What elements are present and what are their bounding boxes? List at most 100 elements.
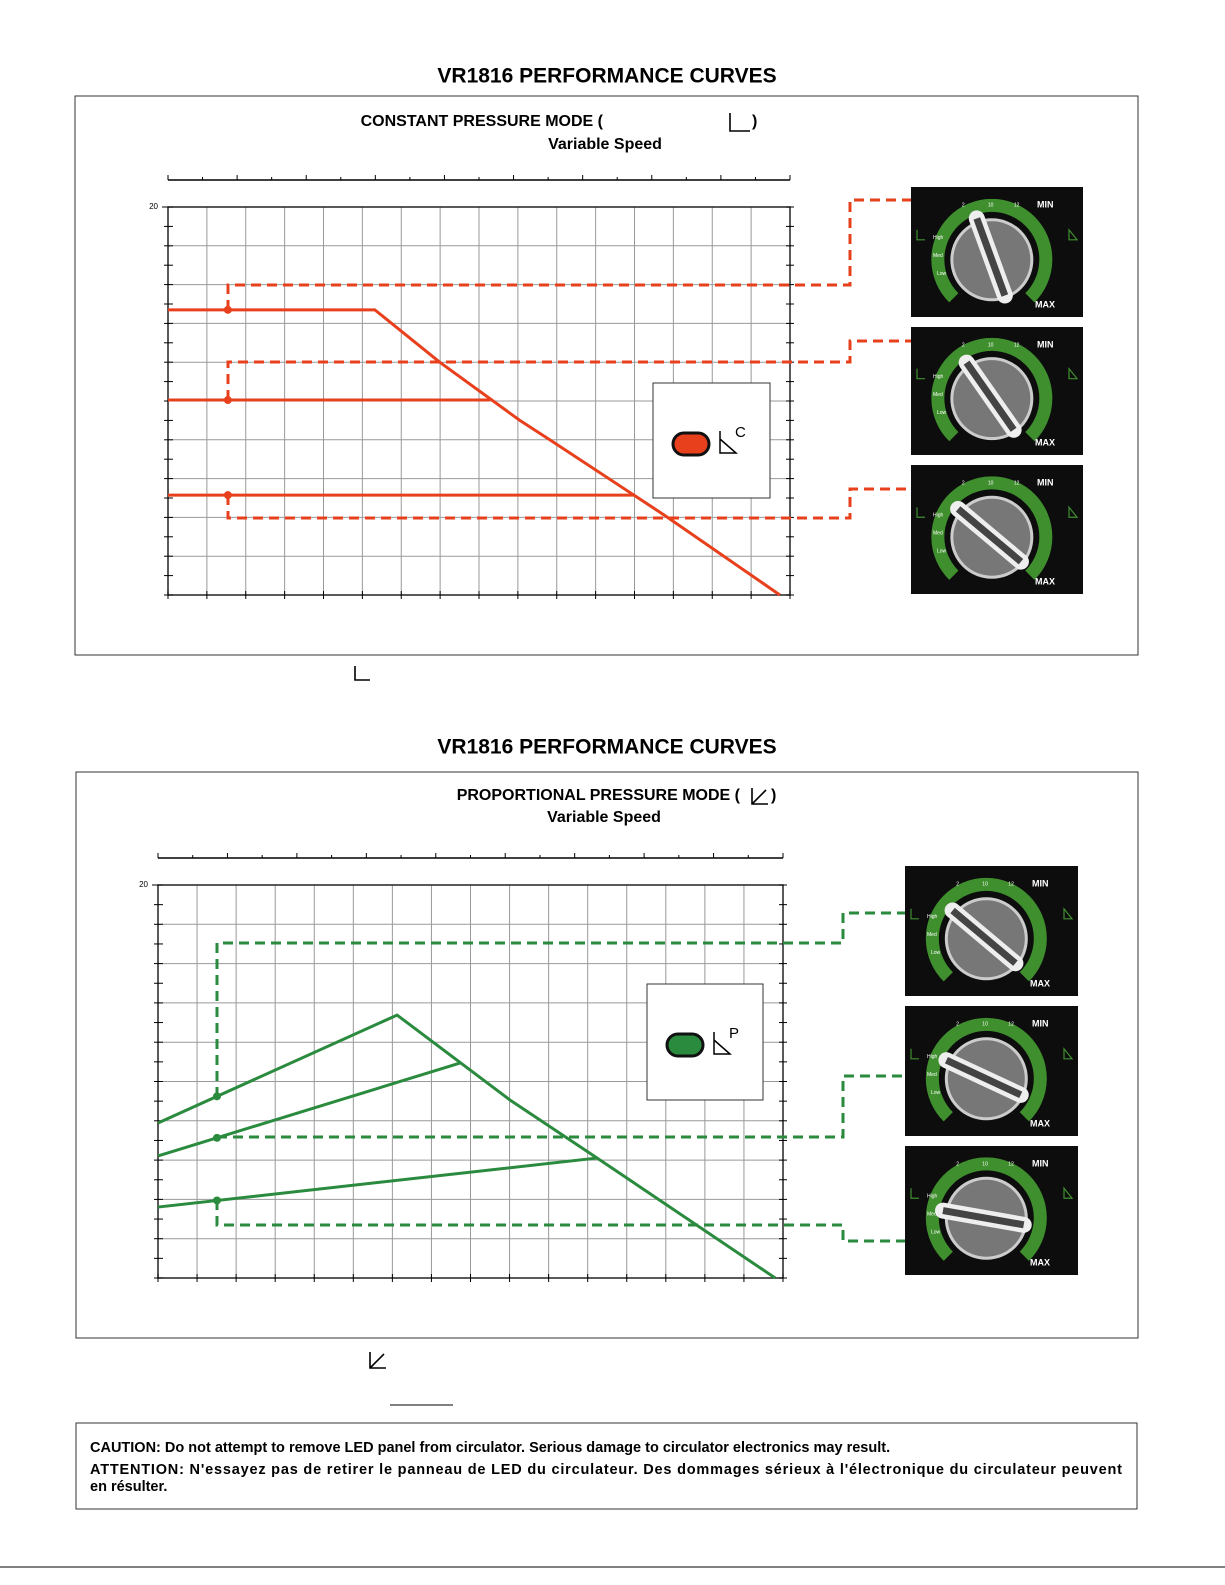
dial-label: 2	[956, 1021, 959, 1027]
dial-label: High	[933, 235, 944, 241]
dial-label: MAX	[1030, 978, 1050, 988]
curve-marker	[212, 1092, 221, 1101]
led-letter: P	[729, 1025, 739, 1042]
dial-label: Med	[927, 932, 937, 938]
leader	[215, 1200, 930, 1243]
leader	[226, 339, 955, 400]
footer-icon	[369, 1352, 386, 1369]
dial-label: 2	[962, 342, 965, 348]
panel	[75, 771, 1139, 1339]
dial-label: High	[927, 1194, 938, 1200]
curve	[157, 1156, 599, 1209]
curve	[168, 308, 781, 597]
leader	[226, 487, 960, 520]
curve-marker	[212, 1196, 221, 1205]
mode-subtitle: Variable Speed	[548, 136, 662, 153]
mode-subtitle: Variable Speed	[547, 809, 661, 826]
dial-label: Med	[933, 253, 943, 259]
curve-marker	[223, 396, 232, 405]
caution-text: en résulter.	[90, 1479, 167, 1495]
dial-icon	[1068, 228, 1079, 241]
dial-pointer-slot	[955, 506, 1024, 565]
dial-icon	[916, 507, 925, 518]
dial-label: 12	[1008, 1021, 1014, 1027]
dial-arc	[925, 1017, 1047, 1122]
curve	[157, 1061, 461, 1158]
dial-label: 10	[988, 342, 994, 348]
dial-pointer-slot	[950, 907, 1018, 966]
curve-marker	[223, 305, 232, 314]
dial-label: MIN	[1037, 199, 1054, 209]
mode-icon	[751, 788, 768, 805]
led	[671, 431, 711, 457]
dial-label: 10	[988, 480, 994, 486]
dial-icon	[916, 368, 925, 380]
dial-label: 10	[982, 1021, 988, 1027]
dial-icon	[1068, 366, 1079, 380]
caution-box	[75, 1422, 1138, 1510]
dial-label: MAX	[1030, 1257, 1050, 1267]
dial-label: Med	[927, 1212, 937, 1218]
dial-pointer-slot	[973, 217, 1009, 297]
dial-label: 12	[1014, 480, 1020, 486]
y-tick-label: 20	[149, 202, 158, 211]
caution-text: ATTENTION: N'essayez pas de retirer le p…	[90, 1462, 1122, 1478]
dial-pointer-slot	[963, 360, 1017, 432]
dial-label: 2	[962, 202, 965, 208]
dial-label: High	[933, 513, 944, 519]
mode-title-end: )	[752, 113, 757, 130]
dial-label: MAX	[1035, 299, 1055, 309]
section-title: VR1816 PERFORMANCE CURVES	[437, 736, 776, 759]
dial-label: Med	[927, 1072, 937, 1078]
dial-icon	[916, 229, 925, 241]
dial-label: MIN	[1032, 1018, 1049, 1028]
dial-label: Low	[937, 549, 947, 555]
y-tick-label: 20	[139, 880, 148, 889]
dial-arc	[931, 476, 1053, 580]
dial-icon	[1063, 1186, 1074, 1199]
dial-label: MIN	[1032, 1158, 1049, 1168]
dial-icon	[910, 908, 919, 920]
caution-text: CAUTION: Do not attempt to remove LED pa…	[90, 1440, 890, 1456]
curve-marker	[223, 491, 232, 500]
curve-marker	[212, 1133, 221, 1142]
dial-label: 12	[1008, 1161, 1014, 1167]
dial-label: 10	[982, 881, 988, 887]
led-letter: C	[735, 424, 746, 441]
dial-label: MAX	[1035, 576, 1055, 586]
dial-label: Low	[931, 1230, 941, 1236]
section-title: VR1816 PERFORMANCE CURVES	[437, 65, 776, 88]
dial-label: 12	[1014, 342, 1020, 348]
leader	[215, 911, 930, 1097]
mode-icon	[729, 113, 750, 132]
dial-label: 10	[988, 202, 994, 208]
dial-label: Med	[933, 392, 943, 398]
dial-label: 2	[956, 1161, 959, 1167]
dial-icon	[910, 1048, 919, 1060]
dial-label: MIN	[1037, 339, 1054, 349]
mode-title: PROPORTIONAL PRESSURE MODE (	[457, 787, 741, 804]
dial-arc	[925, 877, 1047, 982]
dial-label: High	[927, 1054, 938, 1060]
led-icon	[719, 431, 738, 454]
dial-label: 2	[962, 480, 965, 486]
dial-icon	[1063, 907, 1074, 920]
panel	[74, 95, 1139, 656]
dial-label: MIN	[1032, 878, 1049, 888]
dial-label: MAX	[1035, 437, 1055, 447]
dial-label: 12	[1014, 202, 1020, 208]
leader	[226, 198, 1000, 310]
led-box	[652, 382, 771, 499]
mode-title: CONSTANT PRESSURE MODE (	[361, 113, 604, 130]
curve	[157, 1013, 777, 1280]
dial-pointer-slot	[942, 1207, 1025, 1229]
dial-label: High	[933, 374, 944, 380]
dial-label: MAX	[1030, 1118, 1050, 1128]
dial-icon	[1063, 1047, 1074, 1060]
leader	[217, 1074, 915, 1139]
dial-label: 2	[956, 881, 959, 887]
dial-icon	[1068, 505, 1079, 518]
dial-arc	[931, 198, 1053, 303]
led	[665, 1032, 705, 1058]
